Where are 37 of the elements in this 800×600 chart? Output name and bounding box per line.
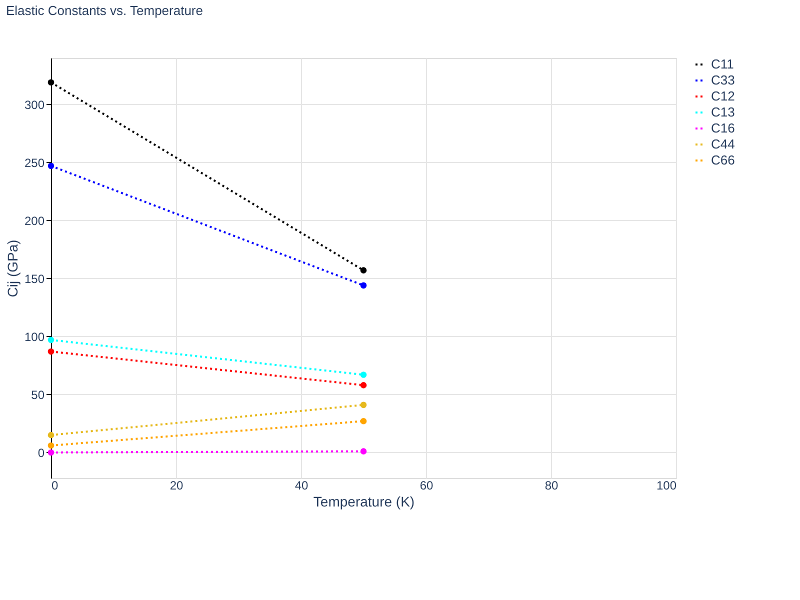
point	[48, 79, 54, 86]
x-axis-title: Temperature (K)	[313, 494, 415, 510]
x-tick-label: 60	[420, 478, 434, 492]
y-tick-label: 200	[24, 214, 45, 228]
point	[360, 448, 367, 454]
legend-label: C66	[711, 152, 735, 168]
y-tick-label: 250	[24, 156, 45, 170]
point	[360, 267, 367, 274]
chart-title: Elastic Constants vs. Temperature	[6, 3, 203, 18]
x-tick-label: 80	[544, 478, 558, 492]
point	[48, 162, 54, 170]
legend-label: C13	[711, 104, 735, 120]
point	[360, 372, 367, 378]
legend-label: C44	[711, 136, 735, 152]
point	[48, 432, 54, 438]
y-tick-label: 150	[24, 272, 45, 286]
legend-label: C12	[711, 88, 735, 104]
y-tick-label: 300	[24, 98, 45, 112]
point	[360, 382, 367, 388]
y-axis-title: Cij (GPa)	[4, 240, 20, 298]
x-tick-label: 100	[656, 478, 677, 492]
x-tick-label: 0	[52, 478, 58, 492]
point	[48, 442, 54, 449]
point	[360, 418, 367, 424]
legend-label: C16	[711, 120, 735, 136]
legend-label: C11	[711, 56, 734, 72]
point	[48, 449, 54, 456]
legend-label: C33	[711, 72, 735, 88]
point	[360, 402, 367, 408]
point	[48, 348, 54, 355]
point	[360, 282, 367, 289]
y-tick-label: 100	[24, 330, 45, 344]
y-tick-label: 50	[31, 388, 45, 402]
x-tick-label: 20	[170, 478, 184, 492]
y-tick-label: 0	[38, 446, 45, 460]
x-tick-label: 40	[294, 478, 308, 492]
point	[48, 336, 54, 344]
